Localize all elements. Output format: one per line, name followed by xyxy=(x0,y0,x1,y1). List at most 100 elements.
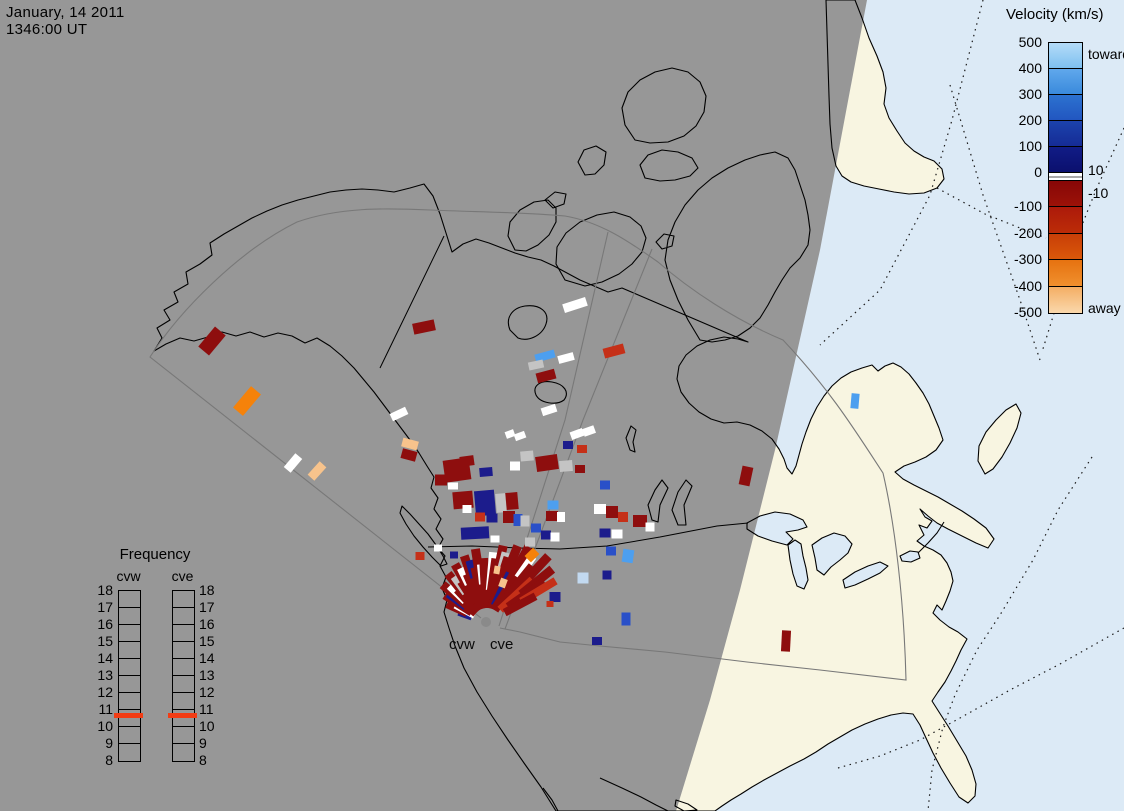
velocity-cell xyxy=(401,437,419,451)
site-label-cve: cve xyxy=(490,636,514,653)
alaska-yukon-border xyxy=(379,235,445,369)
velocity-tick-label: -200 xyxy=(1013,224,1042,241)
velocity-cell xyxy=(389,406,409,422)
velocity-cell xyxy=(412,319,436,335)
velocity-cell xyxy=(540,403,558,417)
velocity-cell xyxy=(495,493,507,513)
velocity-cell xyxy=(738,465,754,487)
velocity-cell xyxy=(435,474,447,486)
velocity-cell xyxy=(525,537,535,547)
frequency-tick-label: 14 xyxy=(199,650,215,666)
frequency-bar-cvw xyxy=(118,590,141,762)
velocity-cell xyxy=(621,612,631,626)
velocity-cell xyxy=(486,513,498,523)
frequency-tick-label: 16 xyxy=(97,616,113,632)
velocity-cell xyxy=(527,359,545,371)
frequency-cell xyxy=(173,744,194,761)
velocity-cell xyxy=(557,352,575,364)
frequency-marker-cve xyxy=(168,713,197,718)
frequency-tick-label: 18 xyxy=(199,582,215,598)
velocity-cell xyxy=(498,577,508,589)
velocity-zero-band xyxy=(1049,173,1082,181)
velocity-cell xyxy=(577,445,587,453)
frequency-cell xyxy=(173,608,194,625)
velocity-segment xyxy=(1049,286,1082,313)
velocity-cell xyxy=(645,522,655,532)
frequency-tick-label: 17 xyxy=(199,599,215,615)
frequency-tick-label: 13 xyxy=(97,667,113,683)
frequency-tick-label: 14 xyxy=(97,650,113,666)
velocity-cell xyxy=(559,459,573,473)
st-lawrence-river xyxy=(917,521,945,554)
frequency-cell xyxy=(119,642,140,659)
frequency-tick-label: 12 xyxy=(199,684,215,700)
velocity-cell xyxy=(780,630,792,652)
velocity-segment xyxy=(1049,69,1082,95)
velocity-cell xyxy=(493,565,501,575)
velocity-cell xyxy=(547,500,559,510)
velocity-cell xyxy=(557,512,565,522)
frequency-tick-label: 13 xyxy=(199,667,215,683)
velocity-cell xyxy=(450,551,458,559)
velocity-segment xyxy=(1049,121,1082,147)
velocity-cell xyxy=(490,535,500,543)
velocity-cell xyxy=(504,429,516,439)
pos-threshold-label: 10 xyxy=(1088,162,1104,178)
velocity-segment xyxy=(1049,233,1082,261)
frequency-tick-label: 11 xyxy=(199,701,214,717)
us-canada-border xyxy=(427,522,749,550)
coastline-layer xyxy=(153,0,1022,811)
border-layer xyxy=(379,235,749,550)
velocity-cell xyxy=(535,368,557,384)
velocity-cell xyxy=(602,570,612,580)
velocity-cell xyxy=(198,326,226,356)
velocity-cell xyxy=(400,448,418,462)
velocity-segment xyxy=(1049,43,1082,69)
frequency-cell xyxy=(173,693,194,710)
velocity-cell xyxy=(535,454,559,472)
velocity-cell xyxy=(611,529,623,539)
velocity-cell xyxy=(549,592,561,602)
velocity-colorbar xyxy=(1048,42,1083,314)
velocity-cell xyxy=(462,505,472,513)
velocity-segment xyxy=(1049,95,1082,121)
velocity-cell xyxy=(503,511,515,523)
velocity-cell xyxy=(233,386,261,416)
timestamp: January, 14 2011 1346:00 UT xyxy=(6,4,125,38)
velocity-cell xyxy=(633,515,647,527)
night-terminator-overlay xyxy=(0,0,867,811)
frequency-cell xyxy=(119,659,140,676)
velocity-tick-label: 200 xyxy=(1018,112,1042,128)
frequency-tick-label: 10 xyxy=(199,718,215,734)
velocity-cell xyxy=(546,511,558,521)
frequency-col-cvw: cvw xyxy=(116,568,141,584)
velocity-cell xyxy=(606,546,616,556)
velocity-cell xyxy=(524,547,540,563)
velocity-tick-label: 500 xyxy=(1018,34,1042,50)
velocity-cell xyxy=(606,506,618,518)
data-cells-layer xyxy=(198,297,860,652)
velocity-cell xyxy=(550,532,560,542)
velocity-cell xyxy=(600,480,610,490)
velocity-cell xyxy=(534,349,556,363)
velocity-cell xyxy=(473,489,497,517)
velocity-cell xyxy=(541,530,551,540)
frequency-cell xyxy=(119,727,140,744)
velocity-cell xyxy=(434,544,442,552)
frequency-tick-label: 15 xyxy=(199,633,215,649)
frequency-cell xyxy=(119,608,140,625)
velocity-cell xyxy=(563,441,573,449)
frequency-tick-label: 12 xyxy=(97,684,113,700)
velocity-tick-label: 100 xyxy=(1018,138,1042,154)
time-text: 1346:00 UT xyxy=(6,21,88,38)
velocity-tick-label: 400 xyxy=(1018,60,1042,76)
velocity-segment xyxy=(1049,147,1082,173)
velocity-tick-label: -100 xyxy=(1013,198,1042,215)
velocity-tick-label: -300 xyxy=(1013,251,1042,268)
frequency-cell xyxy=(119,625,140,642)
velocity-cell xyxy=(618,512,628,522)
frequency-tick-label: 15 xyxy=(97,633,113,649)
velocity-cell xyxy=(475,512,485,522)
